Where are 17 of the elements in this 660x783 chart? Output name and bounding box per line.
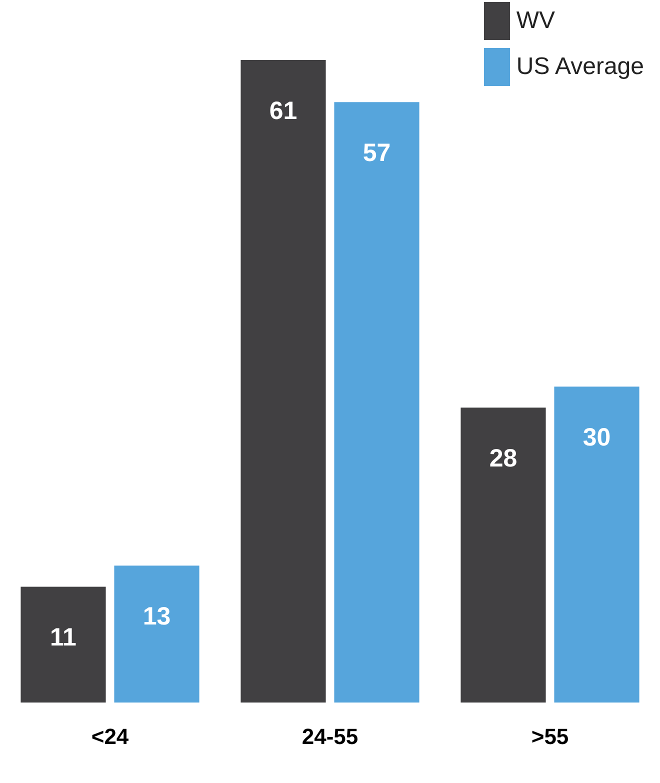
bar	[460, 408, 546, 703]
bar	[114, 566, 200, 703]
data-label: 11	[50, 624, 77, 652]
data-label: 57	[362, 139, 391, 168]
bar	[20, 586, 106, 703]
data-label: 61	[269, 96, 298, 125]
data-label: 30	[582, 423, 611, 452]
data-label: 13	[142, 602, 171, 631]
legend-label: WV	[516, 7, 556, 35]
legend-label: US Average	[516, 53, 644, 81]
data-label: 28	[489, 444, 518, 473]
bar	[554, 386, 640, 703]
bar	[334, 102, 420, 703]
x-tick-label: <24	[91, 724, 130, 749]
bar	[240, 60, 326, 703]
x-tick-label: 24-55	[302, 724, 358, 749]
x-tick-label: >55	[531, 724, 569, 749]
